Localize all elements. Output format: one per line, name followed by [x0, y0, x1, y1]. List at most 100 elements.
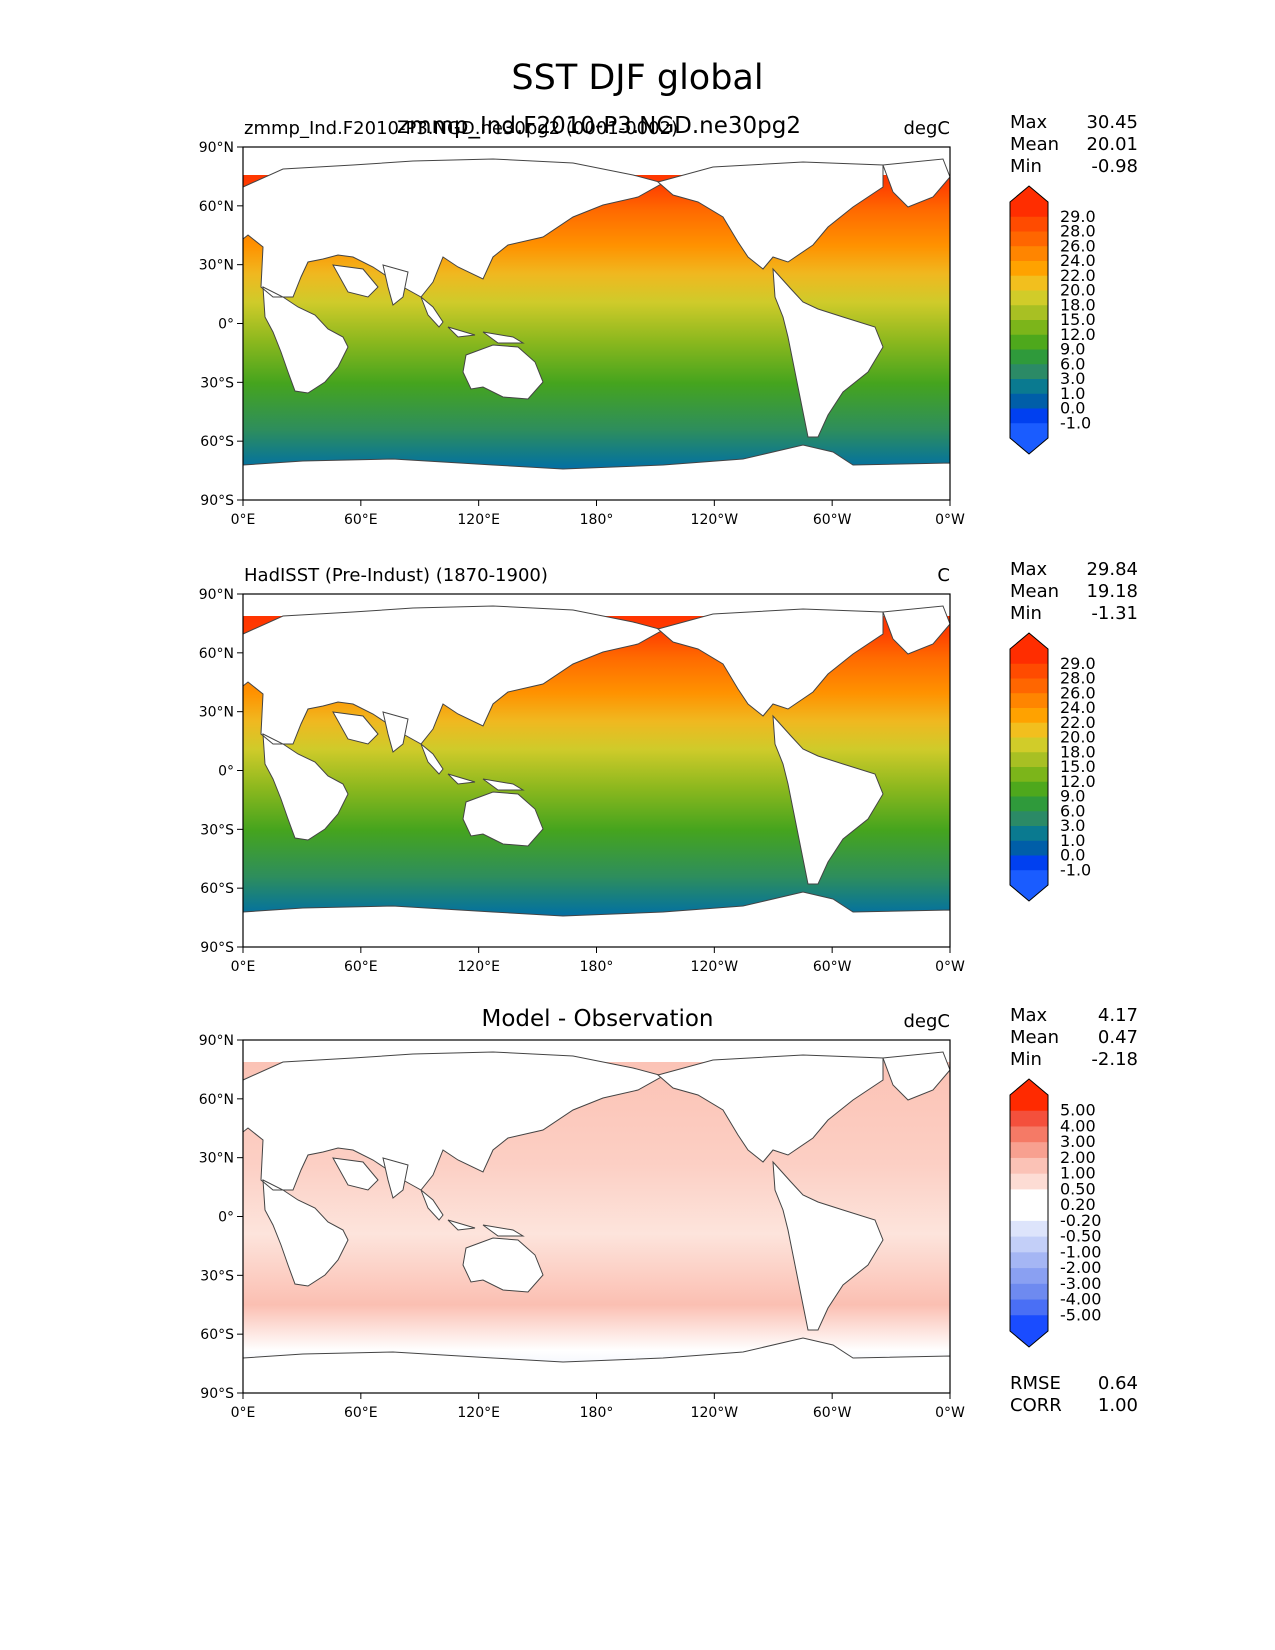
- lat-tick-label: 60°N: [199, 1092, 234, 1108]
- colorbar-tick-label: -5.00: [1060, 1305, 1101, 1324]
- stat-value: 1.00: [1097, 1395, 1138, 1416]
- stat-value: -1.31: [1091, 603, 1138, 624]
- lon-tick-label: 60°E: [344, 1405, 378, 1421]
- colorbar-swatch: [1010, 349, 1048, 365]
- lon-tick-label: 120°E: [457, 959, 500, 975]
- colorbar-tick-label: 6.0: [1060, 354, 1085, 373]
- colorbar-swatch: [1010, 781, 1048, 797]
- colorbar-outline: [1009, 185, 1049, 455]
- stat-value: 29.84: [1086, 559, 1138, 580]
- colorbar-swatch: [1010, 1110, 1048, 1127]
- colorbar-extend-top: [1010, 1079, 1048, 1095]
- colorbar-tick-label: 20.0: [1060, 728, 1096, 747]
- colorbar-tick-label: 3.0: [1060, 369, 1085, 388]
- lat-tick-label: 30°N: [199, 1151, 234, 1167]
- lon-tick-label: 0°E: [231, 959, 256, 975]
- colorbar-tick-label: 1.0: [1060, 831, 1085, 850]
- colorbar-tick-label: 1.0: [1060, 384, 1085, 403]
- panel-2-colorbar: 29.028.026.024.022.020.018.015.012.09.06…: [1009, 632, 1096, 902]
- colorbar-extend-top: [1010, 633, 1048, 649]
- panel-1-colorbar: 29.028.026.024.022.020.018.015.012.09.06…: [1009, 185, 1096, 455]
- stat-label: Mean: [1010, 134, 1060, 155]
- colorbar-swatch: [1010, 1268, 1048, 1285]
- colorbar-tick-label: -4.00: [1060, 1290, 1101, 1309]
- lat-tick-label: 90°S: [200, 1386, 234, 1402]
- colorbar-swatch: [1010, 1252, 1048, 1269]
- colorbar-tick-label: 9.0: [1060, 787, 1085, 806]
- colorbar-tick-label: -3.00: [1060, 1274, 1101, 1293]
- colorbar-tick-label: 18.0: [1060, 295, 1096, 314]
- colorbar-swatch: [1010, 423, 1048, 439]
- colorbar-swatch: [1010, 855, 1048, 871]
- lat-tick-label: 60°N: [199, 199, 234, 215]
- colorbar-swatch: [1010, 202, 1048, 218]
- stat-value: 30.45: [1086, 112, 1138, 133]
- stat-value: -0.98: [1091, 156, 1138, 177]
- panel-3-colorbar: 5.004.003.002.001.000.500.20-0.20-0.50-1…: [1009, 1078, 1101, 1348]
- panel-1-lon-axis: 0°E 60°E 120°E 180° 120°W 60°W 0°W: [231, 500, 965, 528]
- colorbar-swatch: [1010, 379, 1048, 395]
- lat-tick-label: 60°S: [200, 881, 234, 897]
- stat-label: Max: [1010, 112, 1048, 133]
- stat-label: CORR: [1010, 1395, 1062, 1416]
- panel-2-lon-axis: 0°E 60°E 120°E 180° 120°W 60°W 0°W: [231, 947, 965, 975]
- colorbar-swatch: [1010, 393, 1048, 409]
- colorbar-swatch: [1010, 722, 1048, 738]
- stat-label: Mean: [1010, 1027, 1060, 1048]
- colorbar-swatch: [1010, 678, 1048, 694]
- colorbar-tick-label: 2.00: [1060, 1148, 1096, 1167]
- colorbar-swatch: [1010, 811, 1048, 827]
- stat-label: Min: [1010, 603, 1042, 624]
- colorbar-tick-label: 24.0: [1060, 698, 1096, 717]
- lat-tick-label: 0°: [218, 764, 234, 780]
- stat-value: 0.64: [1097, 1373, 1138, 1394]
- lat-tick-label: 0°: [218, 317, 234, 333]
- lon-tick-label: 180°: [580, 512, 614, 528]
- colorbar-swatch: [1010, 708, 1048, 724]
- colorbar-swatch: [1010, 216, 1048, 232]
- panel-3-stats: Max 4.17 Mean 0.47 Min -2.18: [1010, 1005, 1138, 1071]
- panel-1-units: degC: [903, 118, 951, 139]
- colorbar-tick-label: 29.0: [1060, 654, 1096, 673]
- colorbar-swatch: [1010, 870, 1048, 886]
- colorbar-tick-label: 0.0: [1060, 846, 1085, 865]
- colorbar-tick-label: 18.0: [1060, 742, 1096, 761]
- colorbar-tick-label: 12.0: [1060, 772, 1096, 791]
- stat-value: 4.17: [1097, 1005, 1138, 1026]
- colorbar-tick-label: 6.0: [1060, 801, 1085, 820]
- panel-3-extra-stats: RMSE 0.64 CORR 1.00: [1010, 1373, 1138, 1417]
- lon-tick-label: 60°E: [344, 959, 378, 975]
- lon-tick-label: 120°E: [457, 512, 500, 528]
- colorbar-swatch: [1010, 320, 1048, 336]
- lat-tick-label: 30°S: [200, 375, 234, 391]
- stat-label: Max: [1010, 559, 1048, 580]
- colorbar-tick-label: 15.0: [1060, 757, 1096, 776]
- colorbar-swatch: [1010, 305, 1048, 321]
- lon-tick-label: 180°: [580, 959, 614, 975]
- stat-value: 0.47: [1097, 1027, 1138, 1048]
- colorbar-swatch: [1010, 1126, 1048, 1143]
- lat-tick-label: 60°S: [200, 1327, 234, 1343]
- colorbar-swatch: [1010, 752, 1048, 768]
- stat-label: Max: [1010, 1005, 1048, 1026]
- panel-2-units: C: [937, 565, 950, 586]
- panel-3-lat-axis: 90°N 60°N 30°N 0° 30°S 60°S 90°S: [199, 1033, 243, 1402]
- colorbar-swatch: [1010, 1142, 1048, 1159]
- colorbar-tick-label: 9.0: [1060, 340, 1085, 359]
- colorbar-swatch: [1010, 334, 1048, 350]
- lat-tick-label: 90°S: [200, 493, 234, 509]
- colorbar-tick-label: 20.0: [1060, 281, 1096, 300]
- panel-1-title-center: zmmp_Ind.F2010-P3.NGD.ne30pg2: [397, 113, 802, 139]
- panel-1-stats: Max 30.45 Mean 20.01 Min -0.98: [1010, 112, 1138, 178]
- colorbar-swatch: [1010, 408, 1048, 424]
- lon-tick-label: 60°W: [813, 512, 852, 528]
- colorbar-tick-label: 26.0: [1060, 683, 1096, 702]
- lon-tick-label: 180°: [580, 1405, 614, 1421]
- lat-tick-label: 90°N: [199, 587, 234, 603]
- stat-label: RMSE: [1010, 1373, 1061, 1394]
- lat-tick-label: 60°S: [200, 434, 234, 450]
- colorbar-tick-label: -1.00: [1060, 1242, 1101, 1261]
- colorbar-tick-label: 29.0: [1060, 207, 1096, 226]
